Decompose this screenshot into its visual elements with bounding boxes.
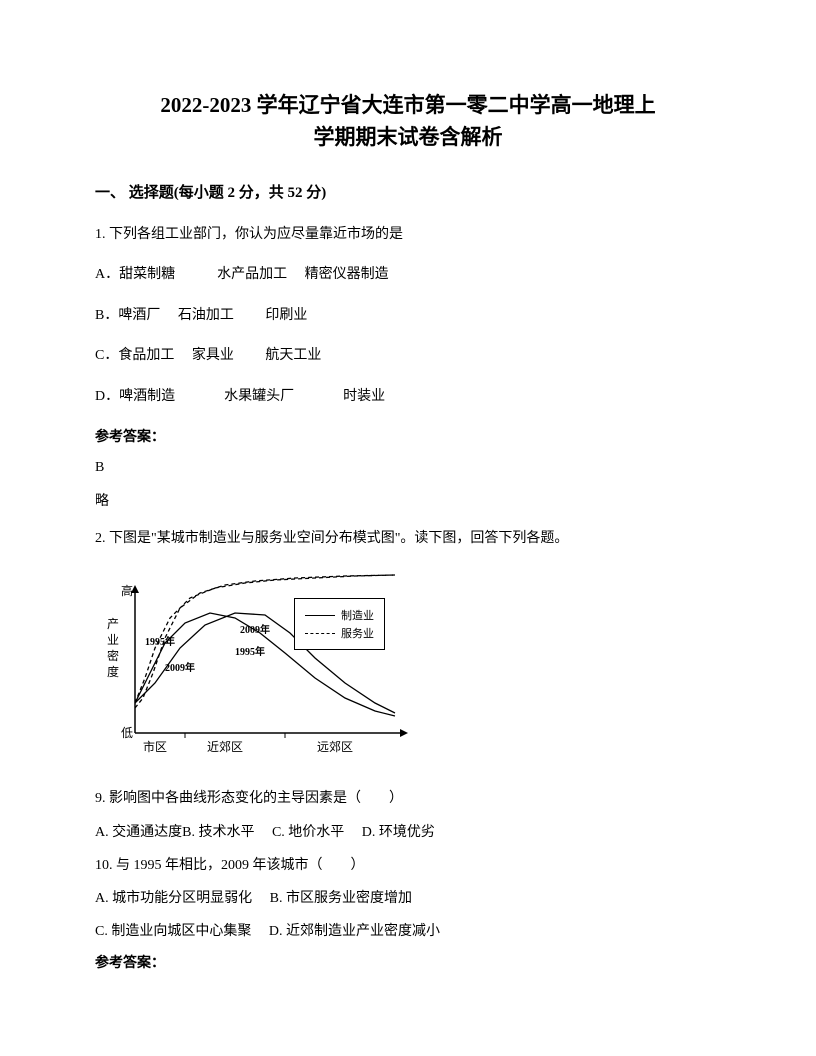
svg-text:2009年: 2009年 [165, 661, 195, 674]
section-header: 一、 选择题(每小题 2 分，共 52 分) [95, 181, 721, 202]
q2-stem: 2. 下图是"某城市制造业与服务业空间分布模式图"。读下图，回答下列各题。 [95, 528, 721, 550]
q2-sub10-options-cd: C. 制造业向城区中心集聚 D. 近郊制造业产业密度减小 [95, 919, 721, 944]
distribution-chart: 高低 产业密度市区 近郊区 远郊区 1995年 2009年 2009年 1995年 制造业 服… [95, 568, 415, 768]
svg-text:近郊区: 近郊区 [207, 740, 243, 754]
chart-legend: 制造业 服务业 [294, 598, 385, 650]
legend-mfg-label: 制造业 [341, 607, 374, 623]
legend-svc-label: 服务业 [341, 625, 374, 641]
svg-text:2009年: 2009年 [240, 623, 270, 636]
legend-dashed-icon [305, 633, 335, 634]
q2-sub10-options-ab: A. 城市功能分区明显弱化 B. 市区服务业密度增加 [95, 886, 721, 911]
svg-text:低: 低 [121, 726, 133, 740]
q1-option-d: D．啤酒制造 水果罐头厂 时装业 [95, 386, 721, 408]
svg-text:密: 密 [107, 648, 119, 663]
q1-answer-value: B [95, 460, 721, 476]
q1-stem: 1. 下列各组工业部门，你认为应尽量靠近市场的是 [95, 224, 721, 246]
svg-text:度: 度 [107, 664, 119, 679]
legend-row-svc: 服务业 [305, 625, 374, 641]
legend-solid-icon [305, 615, 335, 616]
svg-text:1995年: 1995年 [145, 635, 175, 648]
q1-option-b: B．啤酒厂 石油加工 印刷业 [95, 305, 721, 327]
q2-sub10-stem: 10. 与 1995 年相比，2009 年该城市（ ） [95, 853, 721, 878]
exam-title-line1: 2022-2023 学年辽宁省大连市第一零二中学高一地理上 [95, 90, 721, 122]
q1-option-c: C．食品加工 家具业 航天工业 [95, 345, 721, 367]
svg-text:1995年: 1995年 [235, 645, 265, 658]
q1-option-a: A．甜菜制糖 水产品加工 精密仪器制造 [95, 264, 721, 286]
exam-title-line2: 学期期末试卷含解析 [95, 122, 721, 154]
svg-text:远郊区: 远郊区 [317, 740, 353, 754]
q1-answer-label: 参考答案： [95, 426, 721, 446]
svg-text:高: 高 [121, 583, 133, 598]
q2-sub9-options: A. 交通通达度B. 技术水平 C. 地价水平 D. 环境优劣 [95, 820, 721, 845]
q2-sub9-stem: 9. 影响图中各曲线形态变化的主导因素是（ ） [95, 786, 721, 811]
svg-text:市区: 市区 [143, 739, 167, 754]
legend-row-mfg: 制造业 [305, 607, 374, 623]
q2-answer-label: 参考答案： [95, 952, 721, 972]
q1-answer-note: 略 [95, 490, 721, 510]
svg-text:业: 业 [107, 633, 119, 647]
svg-text:产: 产 [107, 617, 119, 631]
